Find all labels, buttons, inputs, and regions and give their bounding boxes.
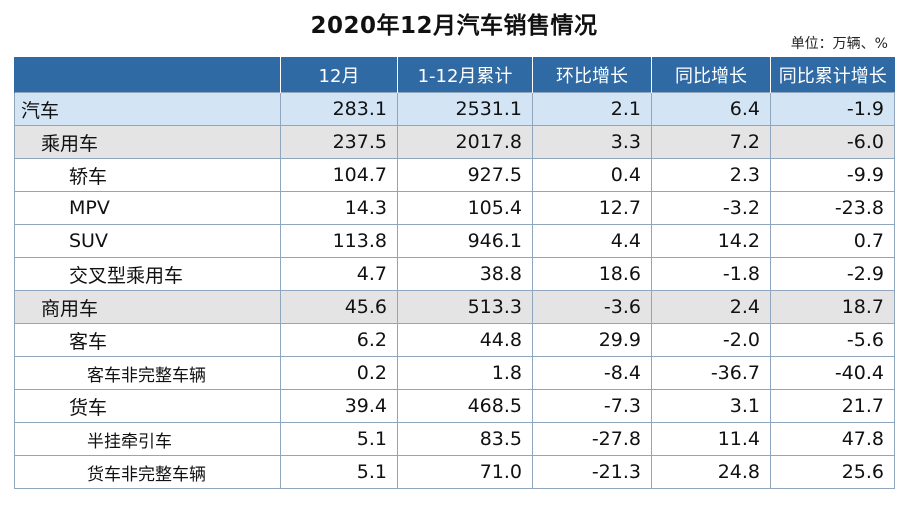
table-cell: 237.5 <box>280 125 398 159</box>
row-label: 轿车 <box>14 158 281 192</box>
table-cell: 25.6 <box>770 455 895 489</box>
column-header: 1-12月累计 <box>397 57 533 93</box>
table-cell: 104.7 <box>280 158 398 192</box>
table-cell: 2.1 <box>532 92 652 126</box>
table-cell: 1.8 <box>397 356 533 390</box>
table-cell: 29.9 <box>532 323 652 357</box>
table-cell: 2.4 <box>651 290 771 324</box>
table-row: 货车非完整车辆 5.1 71.0 -21.3 24.8 25.6 <box>14 455 895 489</box>
table-cell: 12.7 <box>532 191 652 225</box>
table-cell: 513.3 <box>397 290 533 324</box>
table-cell: 38.8 <box>397 257 533 291</box>
table-cell: 18.7 <box>770 290 895 324</box>
table-cell: 0.2 <box>280 356 398 390</box>
table-row: 货车 39.4 468.5 -7.3 3.1 21.7 <box>14 389 895 423</box>
column-header <box>14 57 281 93</box>
table-row: 商用车 45.6 513.3 -3.6 2.4 18.7 <box>14 290 895 324</box>
table-cell: -3.6 <box>532 290 652 324</box>
table-cell: 0.7 <box>770 224 895 258</box>
table-row: SUV 113.8 946.1 4.4 14.2 0.7 <box>14 224 895 258</box>
table-cell: 6.4 <box>651 92 771 126</box>
table-cell: -2.9 <box>770 257 895 291</box>
table-cell: -1.8 <box>651 257 771 291</box>
row-label: 交叉型乘用车 <box>14 257 281 291</box>
table-cell: 21.7 <box>770 389 895 423</box>
table-cell: 4.7 <box>280 257 398 291</box>
table-cell: 5.1 <box>280 422 398 456</box>
table-cell: 946.1 <box>397 224 533 258</box>
table-row: 轿车 104.7 927.5 0.4 2.3 -9.9 <box>14 158 895 192</box>
page-title: 2020年12月汽车销售情况 <box>310 13 598 39</box>
table-cell: 47.8 <box>770 422 895 456</box>
row-label: MPV <box>14 191 281 225</box>
table-cell: 24.8 <box>651 455 771 489</box>
table-row: 交叉型乘用车 4.7 38.8 18.6 -1.8 -2.9 <box>14 257 895 291</box>
table-row: MPV 14.3 105.4 12.7 -3.2 -23.8 <box>14 191 895 225</box>
table-cell: 0.4 <box>532 158 652 192</box>
table-cell: 11.4 <box>651 422 771 456</box>
table-cell: 18.6 <box>532 257 652 291</box>
row-label: 半挂牵引车 <box>14 422 281 456</box>
table-cell: 7.2 <box>651 125 771 159</box>
table-cell: 39.4 <box>280 389 398 423</box>
table-row: 客车非完整车辆 0.2 1.8 -8.4 -36.7 -40.4 <box>14 356 895 390</box>
table-cell: -23.8 <box>770 191 895 225</box>
table-cell: 2.3 <box>651 158 771 192</box>
table-cell: -27.8 <box>532 422 652 456</box>
table-cell: -8.4 <box>532 356 652 390</box>
row-label: 乘用车 <box>14 125 281 159</box>
table-row: 客车 6.2 44.8 29.9 -2.0 -5.6 <box>14 323 895 357</box>
table-cell: 113.8 <box>280 224 398 258</box>
table-cell: 45.6 <box>280 290 398 324</box>
row-label: 客车 <box>14 323 281 357</box>
table-cell: 2017.8 <box>397 125 533 159</box>
table-cell: 3.3 <box>532 125 652 159</box>
column-header: 环比增长 <box>532 57 652 93</box>
table-cell: 2531.1 <box>397 92 533 126</box>
table-cell: 5.1 <box>280 455 398 489</box>
table-cell: 83.5 <box>397 422 533 456</box>
table-cell: -1.9 <box>770 92 895 126</box>
table-cell: -5.6 <box>770 323 895 357</box>
row-label: 货车非完整车辆 <box>14 455 281 489</box>
table-cell: 283.1 <box>280 92 398 126</box>
table-header-row: 12月 1-12月累计 环比增长 同比增长 同比累计增长 <box>14 57 895 93</box>
sales-table: 12月 1-12月累计 环比增长 同比增长 同比累计增长 汽车 283.1 2531… <box>14 57 895 489</box>
row-label: SUV <box>14 224 281 258</box>
table-cell: 927.5 <box>397 158 533 192</box>
table-cell: -36.7 <box>651 356 771 390</box>
table-cell: 3.1 <box>651 389 771 423</box>
row-label: 商用车 <box>14 290 281 324</box>
table-cell: 44.8 <box>397 323 533 357</box>
column-header: 同比增长 <box>651 57 771 93</box>
table-row: 半挂牵引车 5.1 83.5 -27.8 11.4 47.8 <box>14 422 895 456</box>
table-row: 乘用车 237.5 2017.8 3.3 7.2 -6.0 <box>14 125 895 159</box>
row-label: 汽车 <box>14 92 281 126</box>
table-cell: -21.3 <box>532 455 652 489</box>
column-header: 同比累计增长 <box>770 57 895 93</box>
table-row: 汽车 283.1 2531.1 2.1 6.4 -1.9 <box>14 92 895 126</box>
table-cell: 105.4 <box>397 191 533 225</box>
table-cell: 4.4 <box>532 224 652 258</box>
table-cell: 14.3 <box>280 191 398 225</box>
table-cell: -6.0 <box>770 125 895 159</box>
unit-note: 单位：万辆、% <box>790 36 888 52</box>
table-cell: 468.5 <box>397 389 533 423</box>
table-cell: 14.2 <box>651 224 771 258</box>
table-cell: 71.0 <box>397 455 533 489</box>
table-body: 汽车 283.1 2531.1 2.1 6.4 -1.9 乘用车 237.5 2017.8 3.3… <box>14 92 895 489</box>
column-header: 12月 <box>280 57 398 93</box>
table-cell: -3.2 <box>651 191 771 225</box>
row-label: 客车非完整车辆 <box>14 356 281 390</box>
table-cell: -9.9 <box>770 158 895 192</box>
table-cell: -40.4 <box>770 356 895 390</box>
table-cell: -7.3 <box>532 389 652 423</box>
table-cell: 6.2 <box>280 323 398 357</box>
row-label: 货车 <box>14 389 281 423</box>
table-cell: -2.0 <box>651 323 771 357</box>
